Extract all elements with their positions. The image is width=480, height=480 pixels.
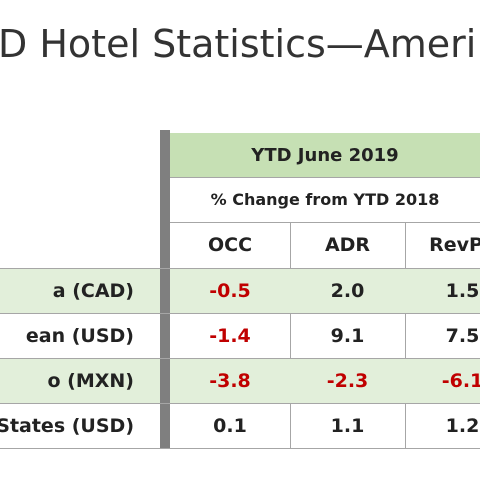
col-rule (405, 222, 406, 448)
value-cell: 7.5 (445, 324, 480, 347)
row-label: o (MXN) (47, 369, 135, 392)
value-cell: 2.0 (330, 279, 365, 302)
row-label: ean (USD) (25, 324, 134, 347)
period-header: YTD June 2019 (170, 133, 480, 177)
title: D Hotel Statistics—Ameri (0, 22, 477, 66)
row-band (0, 358, 160, 403)
value-cell: -6.1 (441, 369, 480, 392)
rule (0, 448, 480, 449)
row-label: a (CAD) (52, 279, 134, 302)
value-cell: -1.4 (209, 324, 251, 347)
col-rule (290, 222, 291, 448)
column-header: OCC (207, 234, 253, 256)
value-cell: 1.5 (445, 279, 480, 302)
subheader: % Change from YTD 2018 (210, 190, 440, 209)
value-cell: 0.1 (213, 414, 247, 437)
rule (0, 403, 480, 404)
value-cell: 1.1 (330, 414, 365, 437)
value-cell: 9.1 (330, 324, 365, 347)
row-band (170, 358, 480, 403)
value-cell: -0.5 (209, 279, 251, 302)
column-header: RevPA (429, 234, 480, 256)
column-header: ADR (324, 234, 371, 256)
row-band (170, 268, 480, 313)
value-cell: -2.3 (326, 369, 369, 392)
rule (0, 268, 480, 269)
row-band (0, 268, 160, 313)
rule (0, 313, 480, 314)
rule (0, 358, 480, 359)
value-cell: -3.8 (209, 369, 251, 392)
rule (170, 222, 480, 223)
rule (170, 177, 480, 178)
row-label: States (USD) (0, 414, 134, 437)
divider-bar (160, 130, 170, 448)
value-cell: 1.2 (445, 414, 480, 437)
